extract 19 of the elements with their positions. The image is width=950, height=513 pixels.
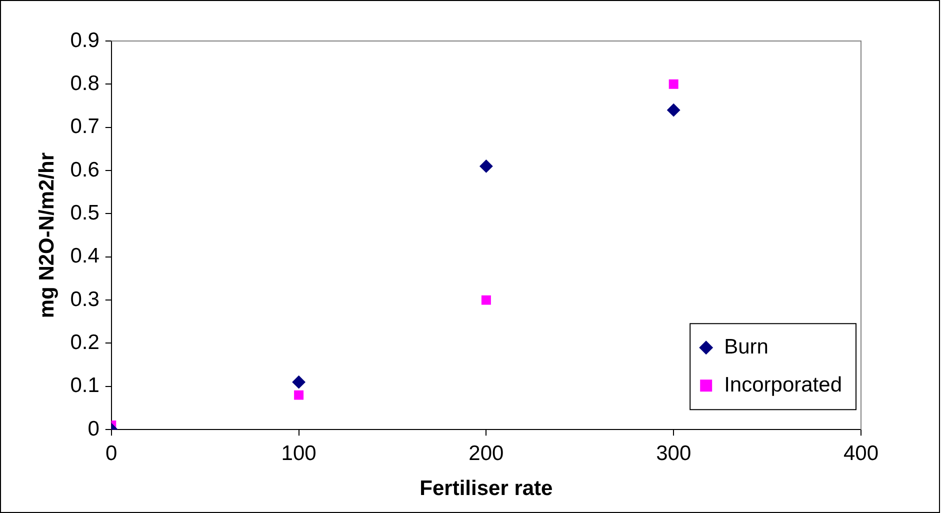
y-tick-label: 0.4	[70, 244, 100, 268]
y-tick-label: 0.3	[70, 288, 100, 311]
x-tick-label: 200	[468, 442, 504, 465]
x-tick-label: 400	[843, 442, 879, 465]
y-tick-label: 0.7	[70, 115, 100, 138]
y-tick-label: 0.8	[70, 72, 100, 95]
y-tick-label: 0	[88, 417, 100, 440]
legend-label: Burn	[724, 335, 768, 358]
y-axis-title: mg N2O-N/m2/hr	[35, 152, 58, 318]
y-tick-label: 0.2	[70, 331, 100, 354]
y-tick-label: 0.6	[70, 158, 100, 182]
x-tick-label: 0	[106, 442, 118, 465]
x-tick-label: 100	[281, 442, 316, 465]
y-tick-label: 0.5	[70, 202, 100, 225]
x-tick-label: 300	[656, 442, 692, 465]
x-axis-title: Fertiliser rate	[420, 477, 553, 500]
legend-label: Incorporated	[724, 373, 842, 396]
y-tick-label: 0.9	[70, 28, 100, 52]
y-tick-label: 0.1	[70, 374, 100, 398]
